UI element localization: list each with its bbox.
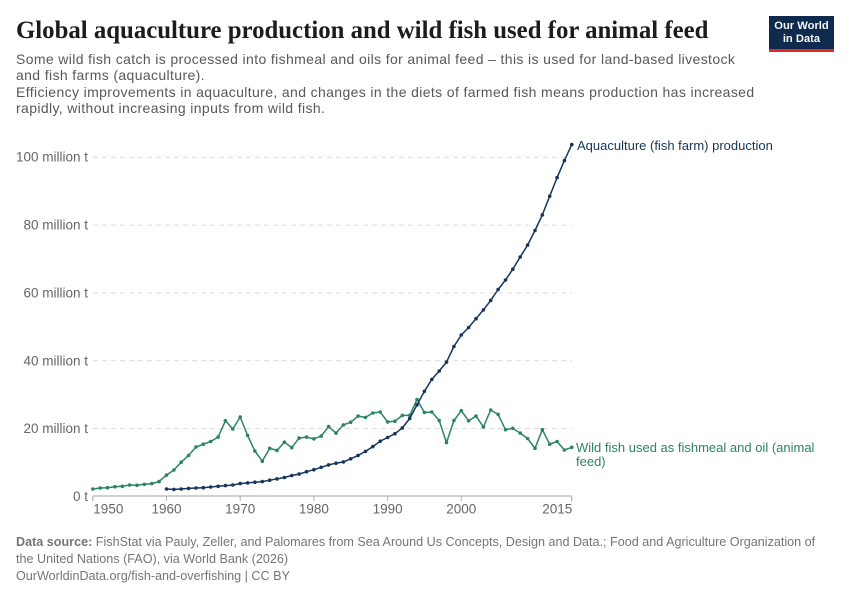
svg-text:60 million t: 60 million t <box>23 285 88 300</box>
svg-text:1970: 1970 <box>225 502 255 517</box>
svg-text:2000: 2000 <box>446 502 476 517</box>
svg-text:20 million t: 20 million t <box>23 421 88 436</box>
svg-text:1990: 1990 <box>373 502 403 517</box>
svg-text:1980: 1980 <box>299 502 329 517</box>
svg-text:0 t: 0 t <box>73 489 88 504</box>
svg-text:40 million t: 40 million t <box>23 353 88 368</box>
svg-text:100 million t: 100 million t <box>16 150 88 165</box>
svg-text:1960: 1960 <box>151 502 181 517</box>
svg-text:80 million t: 80 million t <box>23 218 88 233</box>
svg-text:1950: 1950 <box>93 502 123 517</box>
svg-text:2015: 2015 <box>542 502 572 517</box>
